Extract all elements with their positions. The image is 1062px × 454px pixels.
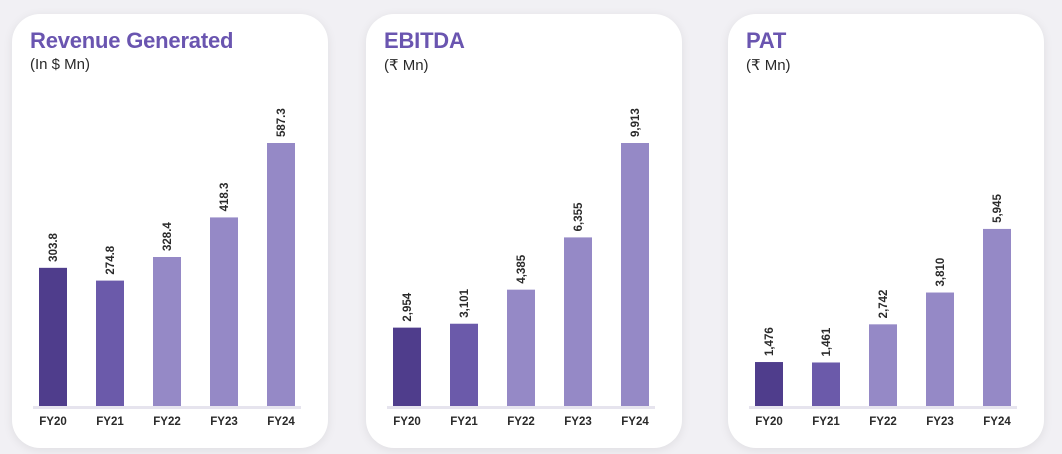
pat-card: 1,476 FY20 1,461 FY21 2,742 FY22 3,810 FY23 5,94… [728,14,1044,448]
ebitda-title: EBITDA [384,28,465,53]
category-label: FY24 [267,416,295,428]
value-label: 418.3 [219,183,231,212]
bar-fy23 [210,217,238,406]
value-label: 303.8 [48,232,60,261]
category-label: FY22 [153,416,181,428]
value-label: 4,385 [516,254,528,283]
category-label: FY21 [450,416,478,428]
ebitda-card: 2,954 FY20 3,101 FY21 4,385 FY22 6,355 FY23 9,91… [366,14,682,448]
baseline [33,406,301,409]
bar-fy21 [96,280,124,406]
bar-fy22 [869,324,897,406]
category-label: FY21 [96,416,124,428]
revenue-card: 303.8 FY20 274.8 FY21 328.4 FY22 418.3 FY23 587.… [12,14,328,448]
category-label: FY23 [564,416,592,428]
bar-fy20 [393,327,421,406]
category-label: FY23 [210,416,238,428]
value-label: 2,742 [878,290,890,319]
value-label: 6,355 [573,202,585,231]
bar-fy21 [812,362,840,406]
value-label: 3,101 [459,288,471,317]
category-label: FY24 [621,416,649,428]
pat-title: PAT [746,28,787,53]
bar-fy21 [450,323,478,406]
category-label: FY23 [926,416,954,428]
baseline [749,406,1017,409]
category-label: FY21 [812,416,840,428]
ebitda-chart: 2,954 FY20 3,101 FY21 4,385 FY22 6,355 FY23 9,91… [387,108,655,428]
category-label: FY24 [983,416,1011,428]
revenue-subtitle: (In $ Mn) [30,56,91,73]
value-label: 274.8 [105,245,117,274]
bar-fy23 [564,237,592,406]
bar-fy20 [755,362,783,406]
category-label: FY22 [869,416,897,428]
revenue-title: Revenue Generated [30,28,234,53]
bar-fy24 [267,143,295,406]
category-label: FY20 [393,416,421,428]
revenue-chart: 303.8 FY20 274.8 FY21 328.4 FY22 418.3 FY23 587.… [33,108,301,428]
value-label: 2,954 [402,292,414,321]
category-label: FY20 [755,416,783,428]
value-label: 1,476 [764,327,776,356]
value-label: 1,461 [821,327,833,356]
pat-chart: 1,476 FY20 1,461 FY21 2,742 FY22 3,810 FY23 5,94… [749,194,1017,428]
bar-fy24 [621,143,649,406]
value-label: 5,945 [992,194,1004,223]
value-label: 587.3 [276,108,288,137]
pat-subtitle: (₹ Mn) [746,57,791,74]
value-label: 9,913 [630,108,642,137]
bar-fy20 [39,267,67,406]
bar-fy23 [926,292,954,406]
value-label: 3,810 [935,258,947,287]
baseline [387,406,655,409]
ebitda-subtitle: (₹ Mn) [384,57,429,74]
category-label: FY20 [39,416,67,428]
bar-fy22 [507,289,535,406]
bar-fy24 [983,228,1011,406]
category-label: FY22 [507,416,535,428]
value-label: 328.4 [162,222,174,251]
bar-fy22 [153,256,181,406]
